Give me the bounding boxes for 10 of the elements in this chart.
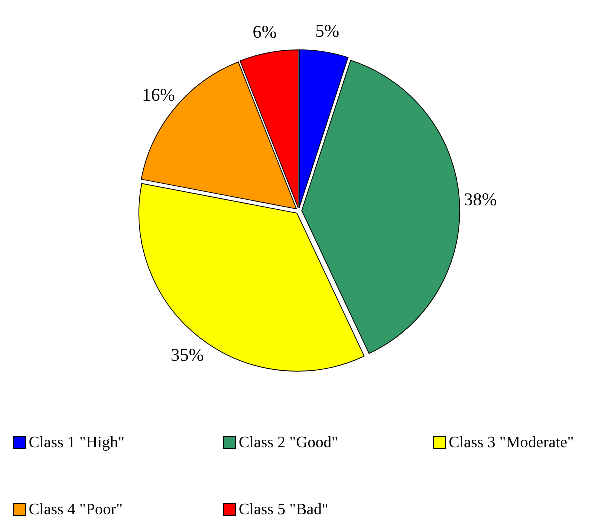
legend-label: Class 5 "Bad" (239, 502, 329, 518)
legend-label: Class 3 "Moderate" (449, 434, 574, 452)
data-label: 5% (315, 21, 340, 42)
legend-label: Class 2 "Good" (239, 434, 338, 452)
data-label: 35% (170, 344, 204, 365)
data-label: 38% (464, 190, 498, 210)
legend-label: Class 4 "Poor" (29, 502, 123, 518)
data-label: 16% (142, 84, 176, 105)
legend-label: Class 1 "High" (29, 434, 125, 452)
data-label: 6% (252, 22, 277, 42)
